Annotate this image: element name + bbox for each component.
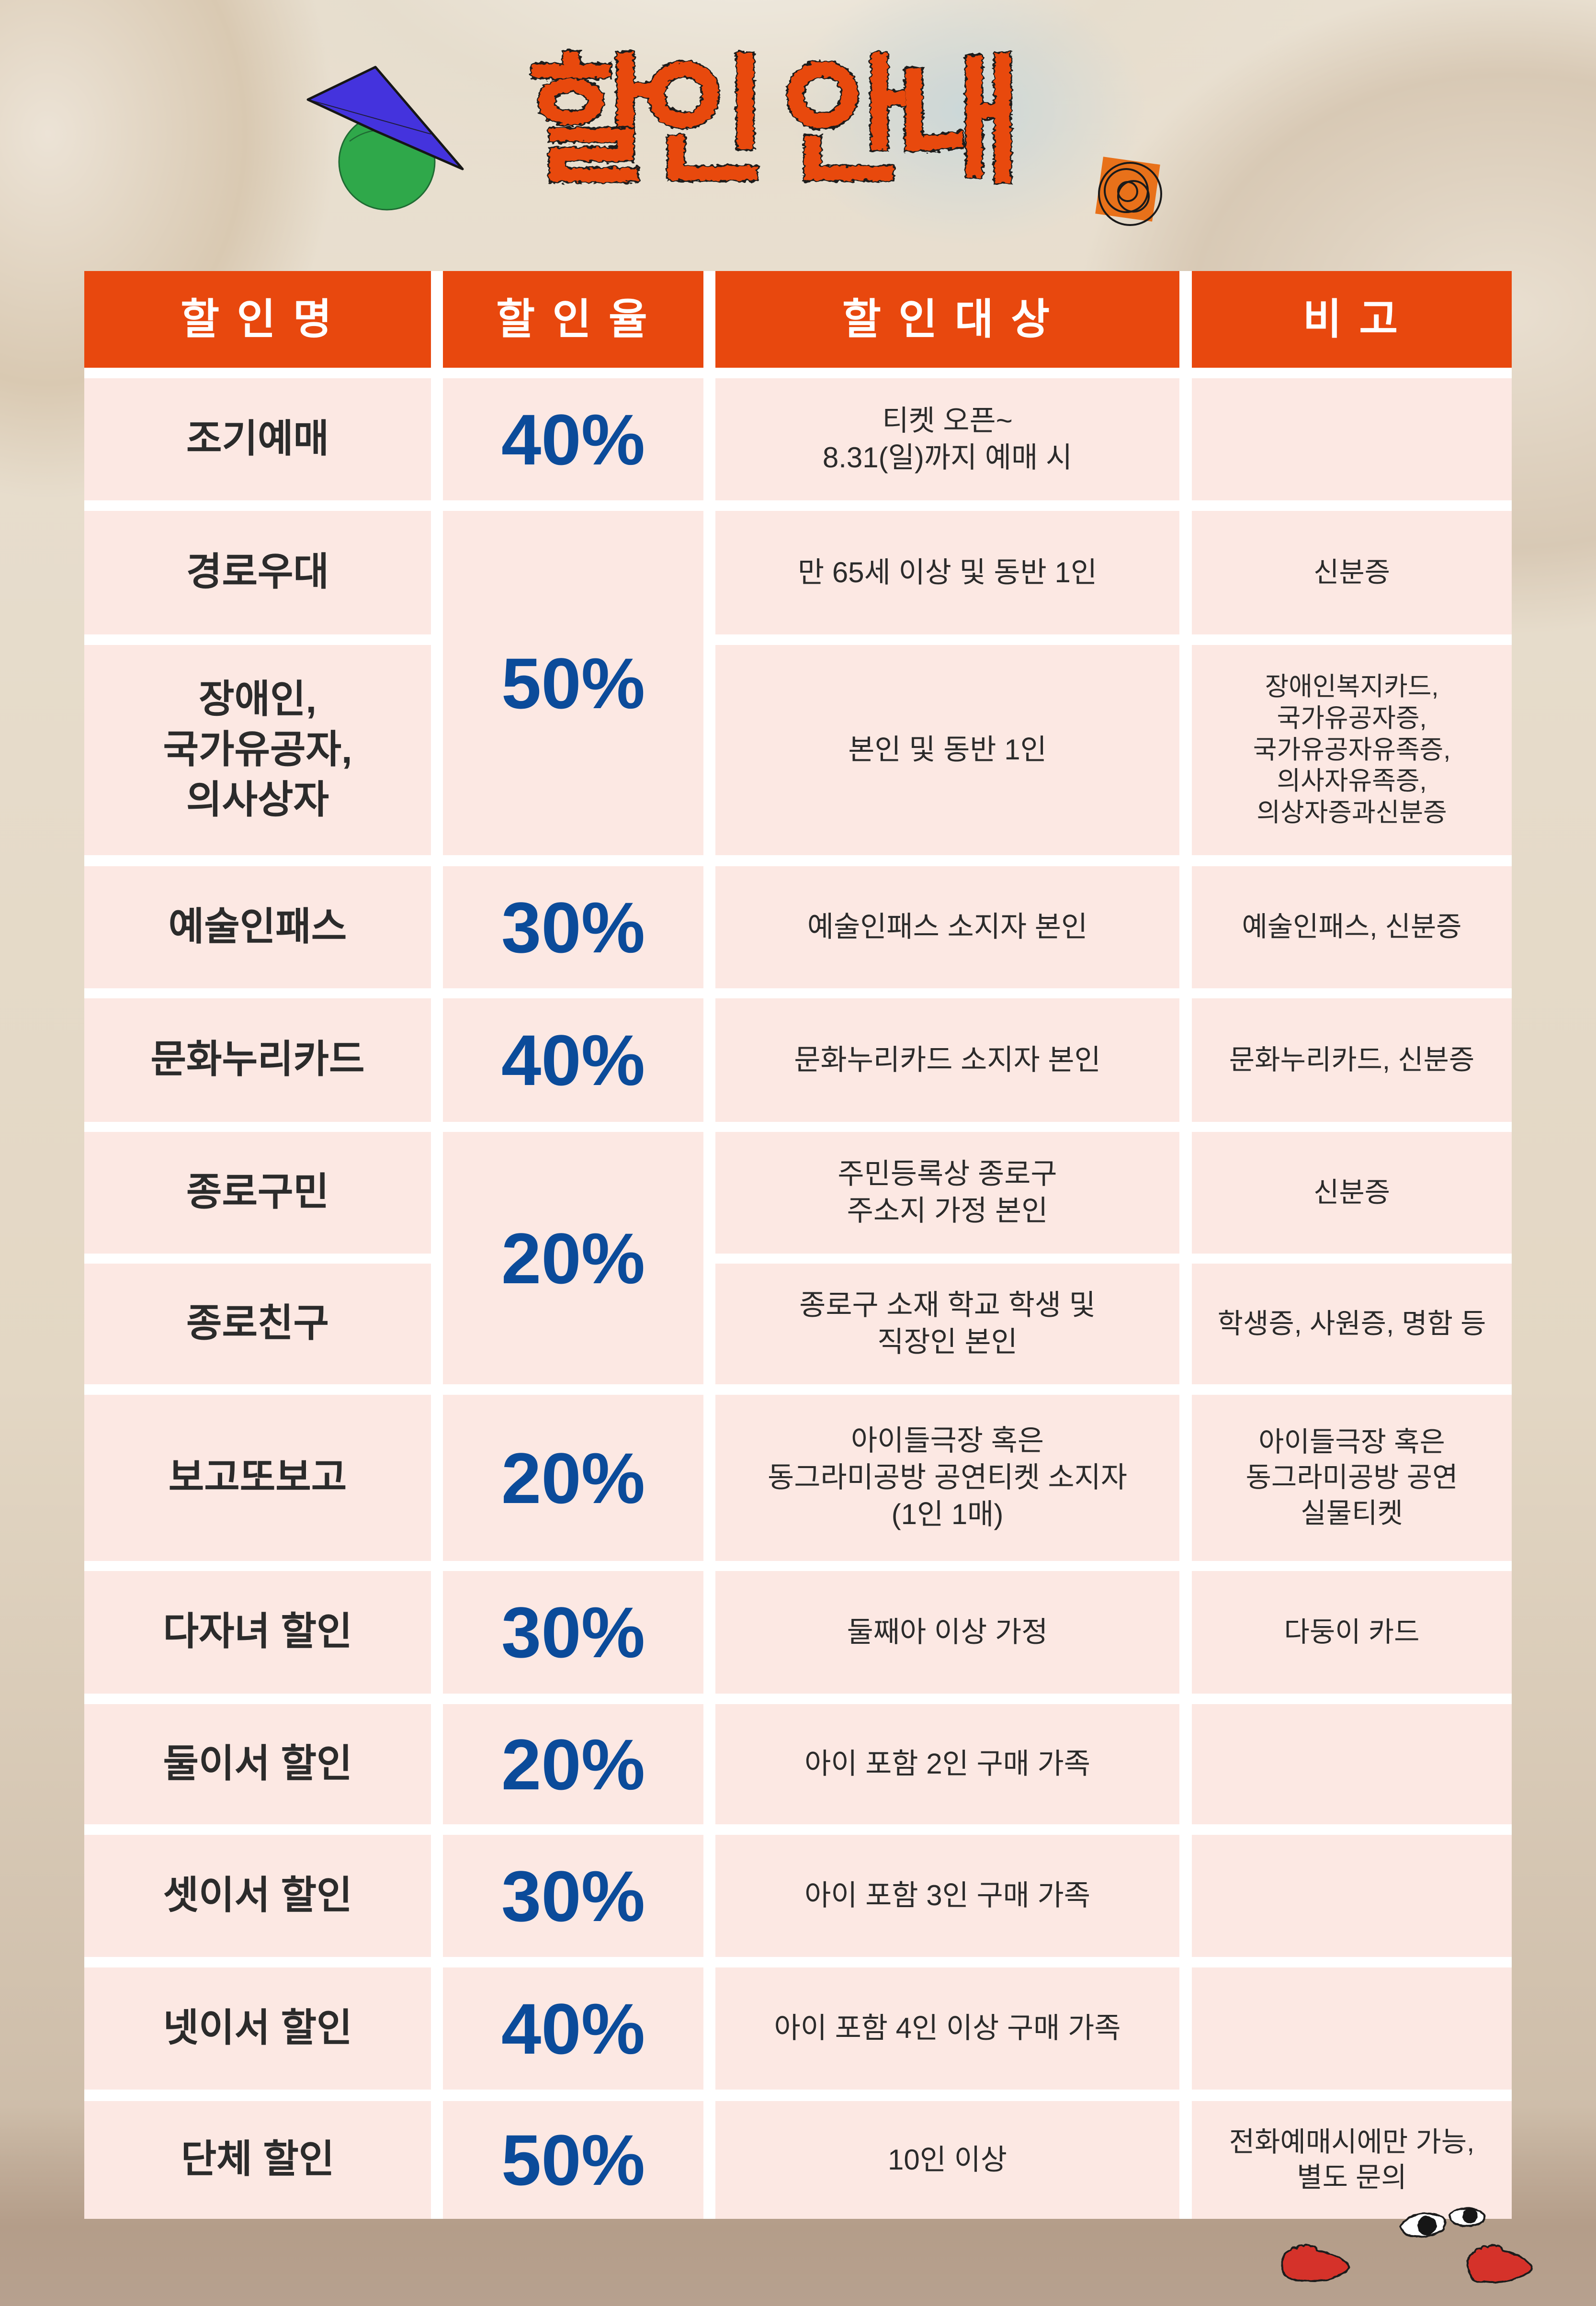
svg-text:할인 안내: 할인 안내 [527, 45, 1012, 200]
